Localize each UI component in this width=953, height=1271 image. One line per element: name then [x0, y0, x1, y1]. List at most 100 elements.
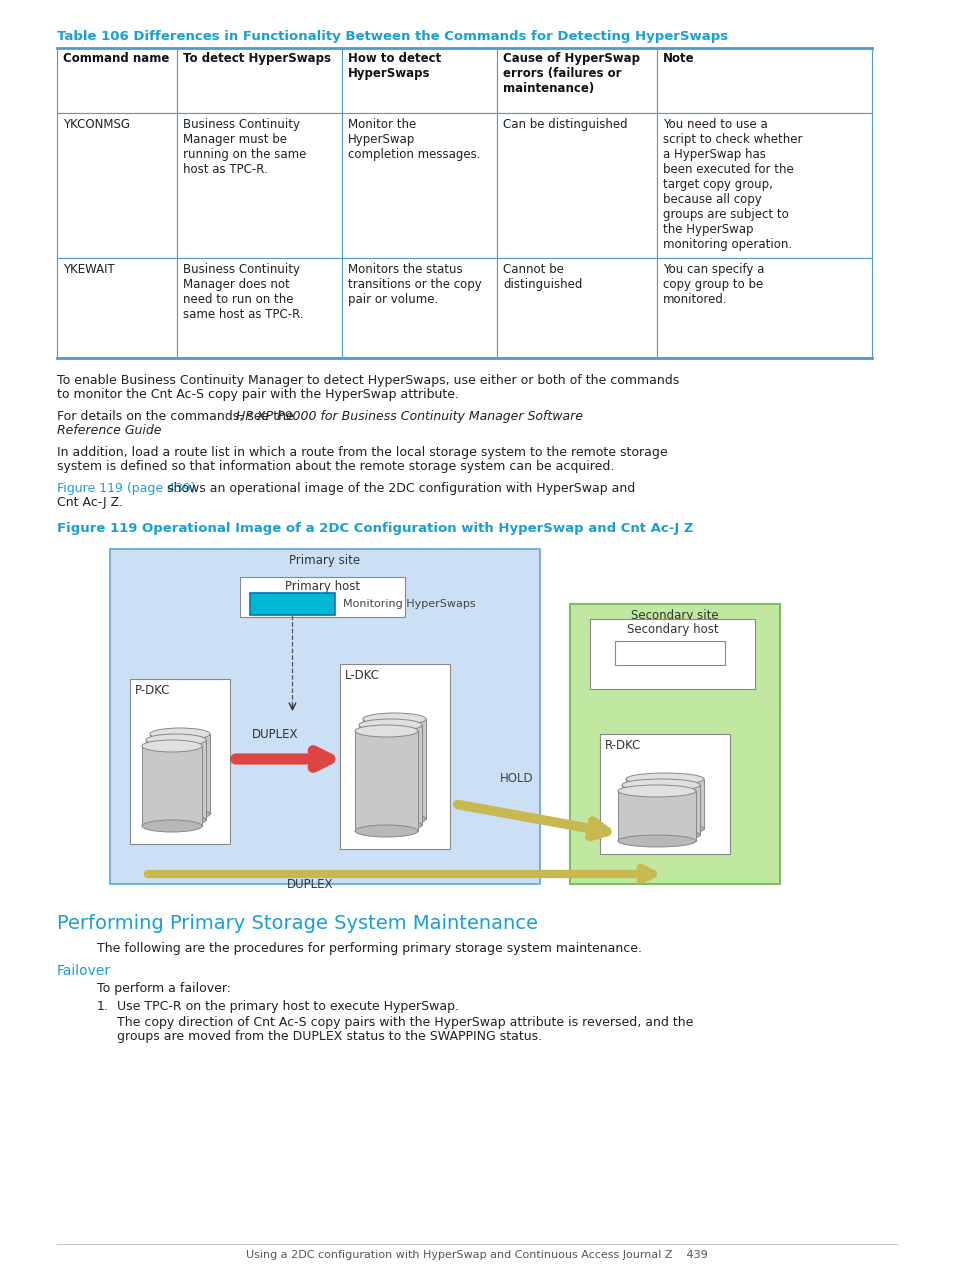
Text: Secondary site: Secondary site: [631, 609, 718, 622]
Ellipse shape: [150, 808, 210, 820]
Ellipse shape: [146, 733, 206, 746]
Ellipse shape: [355, 825, 417, 838]
Text: Monitor the
HyperSwap
completion messages.: Monitor the HyperSwap completion message…: [348, 118, 480, 161]
Ellipse shape: [363, 713, 426, 724]
Bar: [142, 746, 202, 826]
Text: L-DKC: L-DKC: [345, 669, 379, 683]
Bar: [618, 791, 696, 841]
Ellipse shape: [142, 740, 202, 752]
Text: shows an operational image of the 2DC configuration with HyperSwap and: shows an operational image of the 2DC co…: [163, 482, 635, 494]
Text: Business Continuity
Manager does not
need to run on the
same host as TPC-R.: Business Continuity Manager does not nee…: [183, 263, 303, 322]
Text: Command name: Command name: [63, 52, 170, 65]
Bar: [358, 724, 421, 825]
Text: BC Manager: BC Manager: [254, 599, 330, 609]
Ellipse shape: [618, 785, 696, 797]
Text: groups are moved from the DUPLEX status to the SWAPPING status.: groups are moved from the DUPLEX status …: [117, 1030, 541, 1043]
Bar: [339, 663, 450, 849]
Bar: [110, 549, 539, 885]
Bar: [621, 785, 700, 835]
Bar: [657, 113, 871, 258]
Bar: [341, 113, 497, 258]
Bar: [150, 733, 210, 813]
Bar: [177, 113, 341, 258]
Text: Note: Note: [662, 52, 694, 65]
Text: To enable Business Continuity Manager to detect HyperSwaps, use either or both o: To enable Business Continuity Manager to…: [57, 374, 679, 386]
Bar: [497, 113, 657, 258]
Bar: [497, 48, 657, 113]
Bar: [569, 604, 780, 885]
Bar: [341, 258, 497, 358]
Text: For details on the commands, see the: For details on the commands, see the: [57, 411, 297, 423]
Bar: [657, 48, 871, 113]
Ellipse shape: [618, 835, 696, 846]
Bar: [57, 258, 177, 358]
Text: Cnt Ac-J Z.: Cnt Ac-J Z.: [57, 496, 123, 508]
Bar: [355, 731, 417, 831]
Text: Figure 119 (page 439): Figure 119 (page 439): [57, 482, 195, 494]
Text: You can specify a
copy group to be
monitored.: You can specify a copy group to be monit…: [662, 263, 763, 306]
Ellipse shape: [142, 820, 202, 833]
Text: Primary site: Primary site: [289, 554, 360, 567]
Text: Business Continuity
Manager must be
running on the same
host as TPC-R.: Business Continuity Manager must be runn…: [183, 118, 306, 175]
Text: Performing Primary Storage System Maintenance: Performing Primary Storage System Mainte…: [57, 914, 537, 933]
Bar: [589, 619, 754, 689]
Text: HP XP P9000 for Business Continuity Manager Software: HP XP P9000 for Business Continuity Mana…: [236, 411, 583, 423]
Text: In addition, load a route list in which a route from the local storage system to: In addition, load a route list in which …: [57, 446, 667, 459]
Ellipse shape: [355, 724, 417, 737]
Ellipse shape: [358, 719, 421, 731]
Text: The following are the procedures for performing primary storage system maintenan: The following are the procedures for per…: [97, 942, 641, 955]
Bar: [615, 641, 724, 665]
Text: Failover: Failover: [57, 963, 111, 977]
Text: P-DKC: P-DKC: [135, 684, 171, 697]
Bar: [341, 48, 497, 113]
Text: Can be distinguished: Can be distinguished: [502, 118, 627, 131]
Bar: [57, 48, 177, 113]
Text: Table 106 Differences in Functionality Between the Commands for Detecting HyperS: Table 106 Differences in Functionality B…: [57, 31, 727, 43]
Text: Secondary host: Secondary host: [626, 623, 718, 636]
Text: .: .: [131, 425, 134, 437]
Text: Reference Guide: Reference Guide: [57, 425, 161, 437]
Text: You need to use a
script to check whether
a HyperSwap has
been executed for the
: You need to use a script to check whethe…: [662, 118, 801, 250]
Text: Monitors the status
transitions or the copy
pair or volume.: Monitors the status transitions or the c…: [348, 263, 481, 306]
Bar: [57, 113, 177, 258]
Ellipse shape: [625, 773, 703, 785]
Bar: [625, 779, 703, 829]
Text: to monitor the Cnt Ac-S copy pair with the HyperSwap attribute.: to monitor the Cnt Ac-S copy pair with t…: [57, 388, 458, 400]
Ellipse shape: [363, 813, 426, 825]
Text: 1.: 1.: [97, 1000, 109, 1013]
Text: How to detect
HyperSwaps: How to detect HyperSwaps: [348, 52, 441, 80]
Bar: [363, 719, 426, 819]
Bar: [130, 679, 230, 844]
Text: BC Manager: BC Manager: [634, 647, 705, 660]
Text: HOLD: HOLD: [499, 773, 533, 785]
Text: Cannot be
distinguished: Cannot be distinguished: [502, 263, 581, 291]
Text: YKCONMSG: YKCONMSG: [63, 118, 130, 131]
Ellipse shape: [150, 728, 210, 740]
Bar: [250, 594, 335, 615]
Text: Monitoring HyperSwaps: Monitoring HyperSwaps: [343, 599, 476, 609]
Bar: [146, 740, 206, 820]
Bar: [599, 733, 729, 854]
Text: Cause of HyperSwap
errors (failures or
maintenance): Cause of HyperSwap errors (failures or m…: [502, 52, 639, 95]
Text: Figure 119 Operational Image of a 2DC Configuration with HyperSwap and Cnt Ac-J : Figure 119 Operational Image of a 2DC Co…: [57, 522, 693, 535]
Bar: [177, 258, 341, 358]
Ellipse shape: [625, 824, 703, 835]
Bar: [177, 48, 341, 113]
Ellipse shape: [621, 779, 700, 791]
Text: To perform a failover:: To perform a failover:: [97, 982, 231, 995]
Text: R-DKC: R-DKC: [604, 738, 640, 752]
Text: DUPLEX: DUPLEX: [252, 727, 298, 741]
Bar: [240, 577, 405, 616]
Text: Primary host: Primary host: [285, 580, 359, 594]
Ellipse shape: [621, 829, 700, 841]
Text: Use TPC-R on the primary host to execute HyperSwap.: Use TPC-R on the primary host to execute…: [117, 1000, 458, 1013]
Text: Using a 2DC configuration with HyperSwap and Continuous Access Journal Z    439: Using a 2DC configuration with HyperSwap…: [246, 1249, 707, 1260]
Text: To detect HyperSwaps: To detect HyperSwaps: [183, 52, 331, 65]
Bar: [657, 258, 871, 358]
Text: YKEWAIT: YKEWAIT: [63, 263, 114, 276]
Bar: [497, 258, 657, 358]
Text: DUPLEX: DUPLEX: [287, 878, 333, 891]
Text: The copy direction of Cnt Ac-S copy pairs with the HyperSwap attribute is revers: The copy direction of Cnt Ac-S copy pair…: [117, 1016, 693, 1030]
Ellipse shape: [358, 819, 421, 831]
Ellipse shape: [146, 813, 206, 826]
